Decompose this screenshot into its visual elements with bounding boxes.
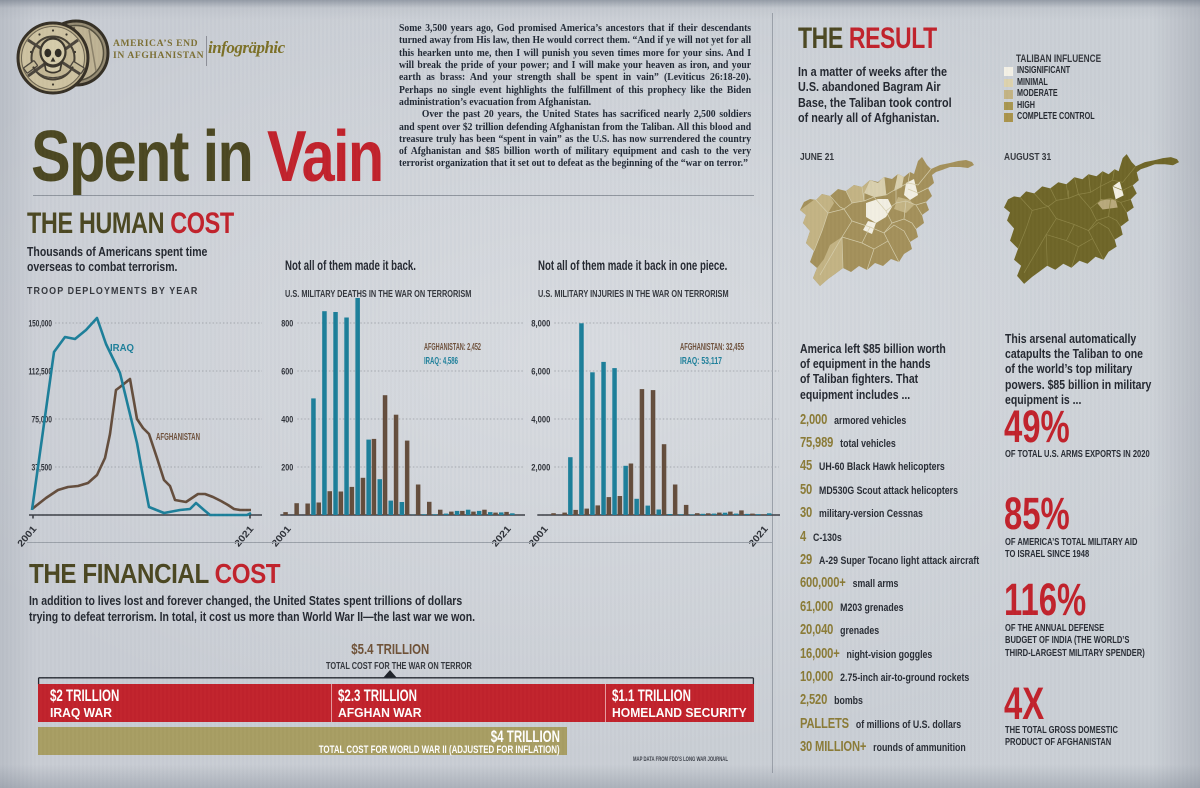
- svg-text:6,000: 6,000: [531, 367, 550, 378]
- svg-text:IRAQ: 53,117: IRAQ: 53,117: [680, 356, 722, 367]
- svg-text:2001: 2001: [270, 523, 294, 549]
- svg-text:AFGHANISTAN: 32,455: AFGHANISTAN: 32,455: [680, 342, 744, 353]
- svg-text:2001: 2001: [527, 523, 551, 549]
- svg-text:400: 400: [281, 415, 293, 426]
- svg-text:2,000: 2,000: [531, 463, 550, 474]
- svg-text:150,000: 150,000: [29, 319, 53, 330]
- svg-text:112,500: 112,500: [29, 367, 53, 378]
- svg-text:2001: 2001: [15, 523, 39, 549]
- svg-text:AFGHANISTAN: 2,452: AFGHANISTAN: 2,452: [424, 342, 481, 353]
- svg-text:IRAQ: IRAQ: [110, 343, 134, 354]
- svg-text:IRAQ: 4,586: IRAQ: 4,586: [424, 356, 458, 367]
- svg-text:800: 800: [281, 319, 293, 330]
- svg-text:75,000: 75,000: [32, 415, 53, 426]
- svg-text:4,000: 4,000: [531, 415, 550, 426]
- svg-text:200: 200: [281, 463, 293, 474]
- svg-text:37,500: 37,500: [32, 463, 53, 474]
- svg-text:8,000: 8,000: [531, 319, 550, 330]
- svg-text:2021: 2021: [490, 523, 514, 549]
- svg-text:2021: 2021: [232, 523, 256, 549]
- svg-text:2021: 2021: [747, 523, 771, 549]
- svg-text:AFGHANISTAN: AFGHANISTAN: [156, 432, 200, 443]
- svg-text:600: 600: [281, 367, 293, 378]
